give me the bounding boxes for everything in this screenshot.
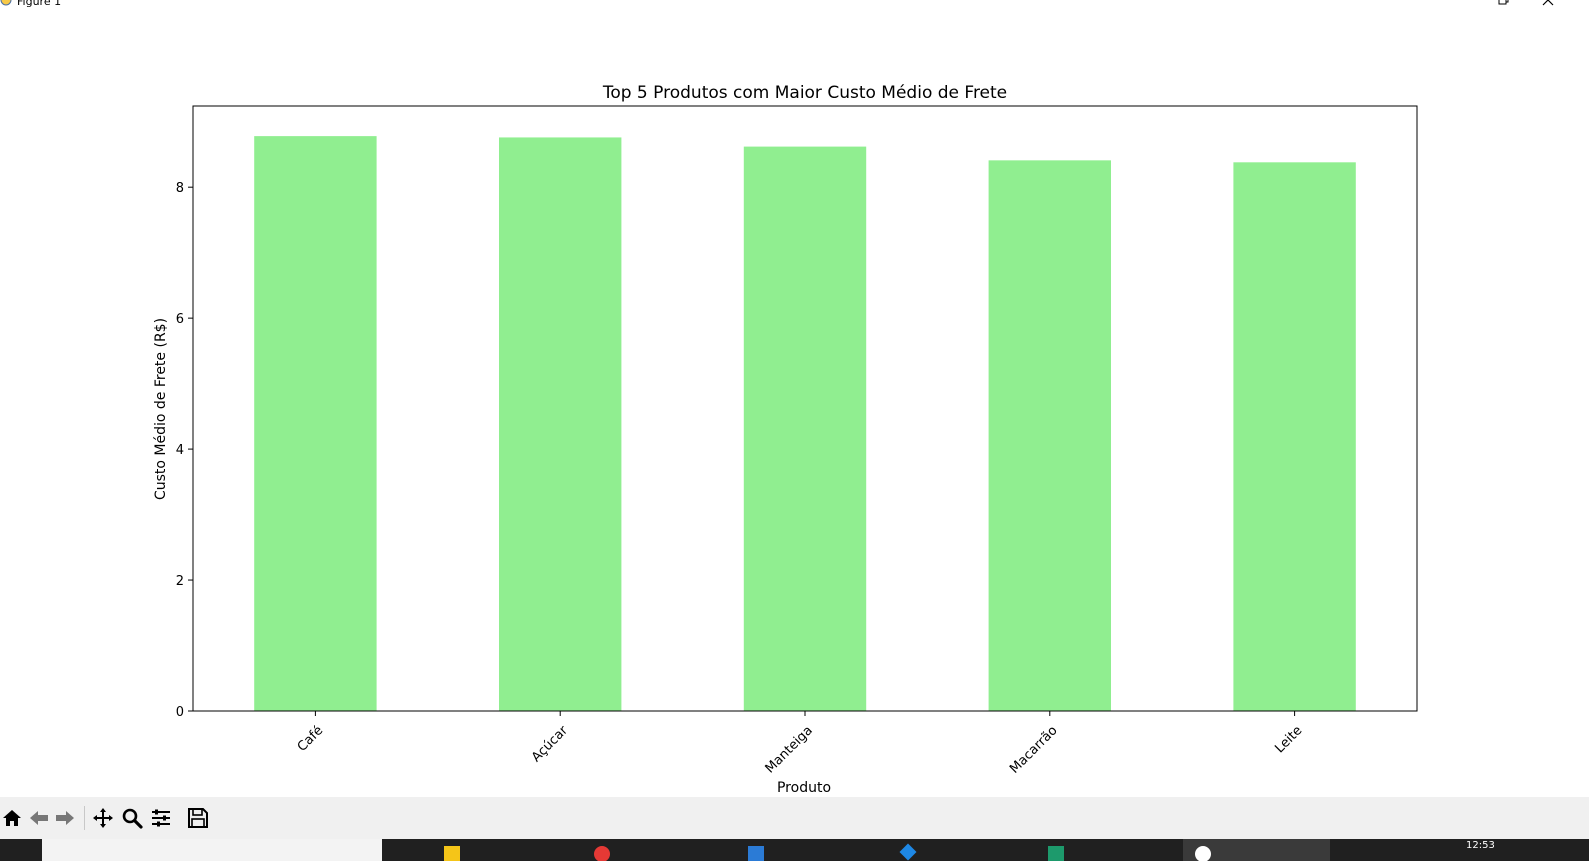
home-icon [3,810,21,826]
window-titlebar: Figure 1 [0,0,1589,10]
x-tick-label: Leite [1272,723,1305,756]
pan-icon [93,808,113,828]
y-tick-label: 0 [176,705,184,720]
close-icon[interactable] [1542,0,1554,6]
pan-button[interactable] [91,806,115,830]
app-icon-blue[interactable] [748,846,764,861]
back-icon [30,811,48,825]
taskbar-clock: 12:53 [1466,840,1495,851]
editor-icon[interactable] [899,843,917,861]
os-taskbar: 12:53 [0,839,1589,861]
browser-icon[interactable] [594,846,610,861]
app-icon [0,0,12,6]
x-tick-label: Manteiga [763,723,816,776]
y-tick-label: 6 [176,312,184,327]
bar-1 [499,137,622,711]
bar-chart: 0 2 4 6 8 Café Açúcar Manteiga Macarrão Leite To… [153,83,1418,796]
bar-4 [1233,162,1356,712]
taskbar-search-box[interactable] [42,839,382,861]
chart-title: Top 5 Produtos com Maior Custo Médio de … [602,83,1007,103]
forward-button[interactable] [53,806,77,830]
save-icon [188,808,208,828]
x-axis: Café Açúcar Manteiga Macarrão Leite [295,711,1305,777]
x-axis-label: Produto [777,780,831,796]
x-tick-label: Macarrão [1007,723,1061,777]
y-tick-label: 4 [176,443,184,458]
restore-icon[interactable] [1497,0,1509,6]
navigation-toolbar [0,797,1589,839]
x-tick-label: Açúcar [529,723,572,766]
y-axis: 0 2 4 6 8 [176,181,193,720]
file-explorer-icon[interactable] [444,846,460,861]
configure-icon [152,809,170,827]
save-button[interactable] [186,806,210,830]
window-title: Figure 1 [17,0,62,8]
spreadsheet-icon[interactable] [1048,846,1064,861]
python-figure-icon [1195,846,1211,861]
home-button[interactable] [0,806,24,830]
bar-3 [988,160,1111,712]
bars [254,136,1356,712]
bar-0 [254,136,377,712]
zoom-icon [122,808,143,829]
y-tick-label: 8 [176,181,184,196]
back-button[interactable] [27,806,51,830]
y-tick-label: 2 [176,574,184,589]
zoom-button[interactable] [120,806,144,830]
configure-subplots-button[interactable] [149,806,173,830]
figure-canvas: 0 2 4 6 8 Café Açúcar Manteiga Macarrão Leite To… [0,10,1589,797]
toolbar-separator [84,806,85,830]
forward-icon [56,811,74,825]
bar-2 [743,146,867,712]
taskbar-active-window[interactable] [1183,839,1330,861]
x-tick-label: Café [295,723,327,755]
y-axis-label: Custo Médio de Frete (R$) [153,318,169,500]
